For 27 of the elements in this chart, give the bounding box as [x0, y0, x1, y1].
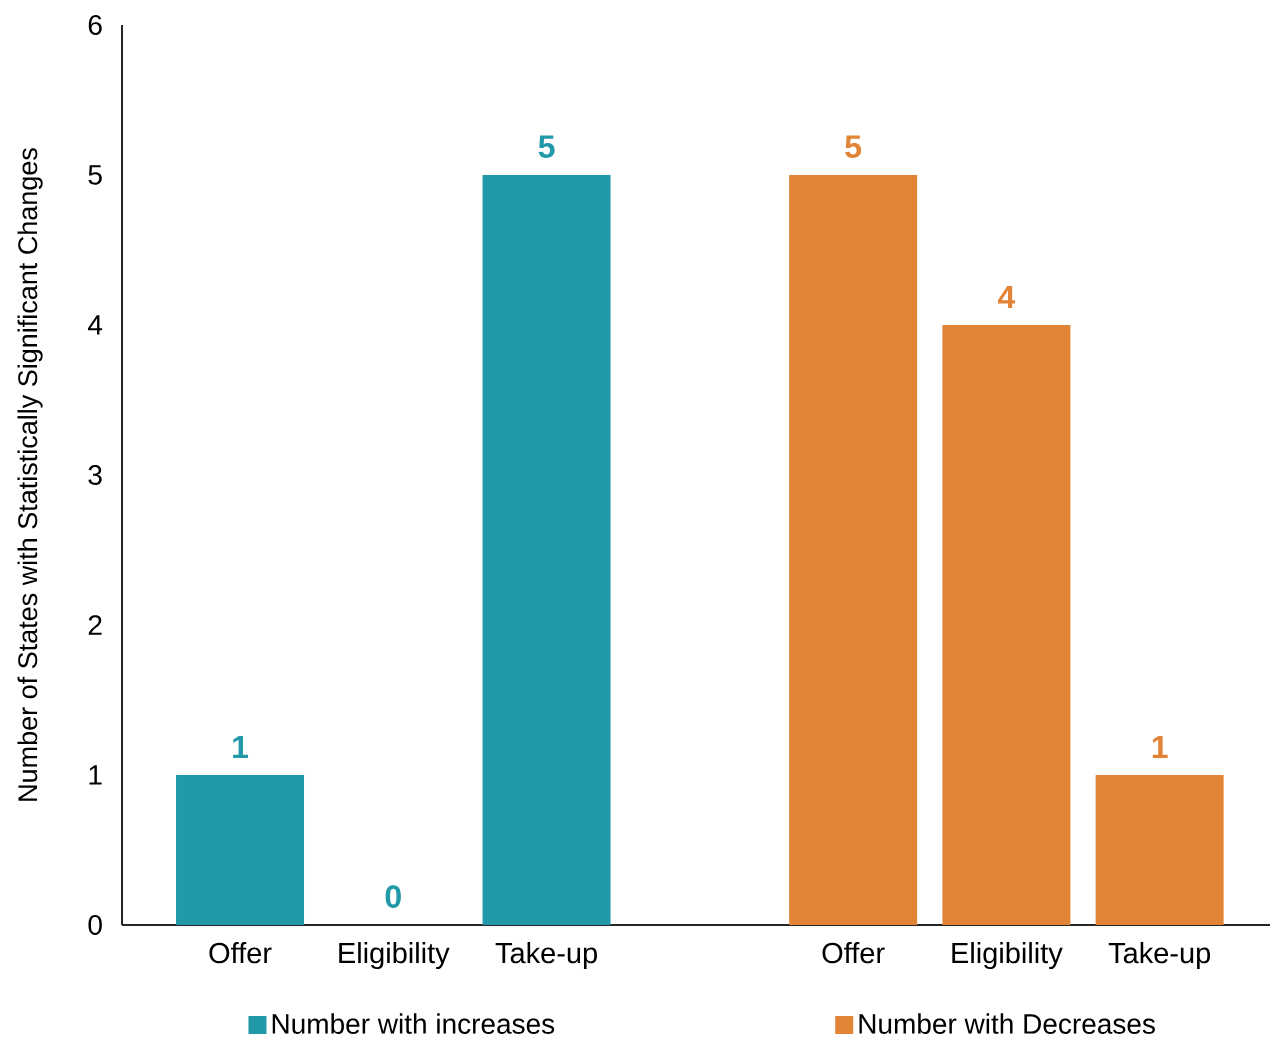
bar — [1095, 774, 1224, 925]
bar — [789, 174, 918, 925]
y-tick-label: 2 — [88, 615, 102, 635]
y-tick-label: 0 — [88, 915, 102, 935]
x-tick-label: Take-up — [1108, 942, 1211, 970]
bar — [482, 174, 611, 925]
data-label: 0 — [385, 885, 401, 908]
legend-label: Number with Decreases — [859, 1013, 1155, 1034]
data-label: 5 — [538, 135, 555, 158]
x-tick-label: Offer — [209, 942, 272, 964]
legend-label: Number with increases — [272, 1013, 555, 1034]
y-tick-label: 5 — [88, 165, 102, 185]
y-axis-title: Number of States with Statistically Significant Changes — [17, 148, 43, 801]
x-tick-label: Offer — [822, 942, 885, 964]
x-tick-label: Take-up — [495, 942, 597, 970]
y-tick-label: 3 — [88, 465, 102, 485]
data-label: 1 — [1152, 735, 1168, 758]
bar — [176, 774, 305, 925]
y-tick-label: 4 — [87, 315, 103, 335]
data-label: 4 — [997, 285, 1016, 308]
data-label: 1 — [233, 735, 249, 758]
bar — [942, 324, 1071, 925]
x-tick-label: Eligibility — [952, 942, 1063, 970]
y-tick-label: 6 — [88, 15, 102, 35]
x-tick-label: Eligibility — [339, 942, 450, 970]
data-label: 5 — [845, 135, 862, 158]
y-tick-label: 1 — [89, 765, 102, 785]
